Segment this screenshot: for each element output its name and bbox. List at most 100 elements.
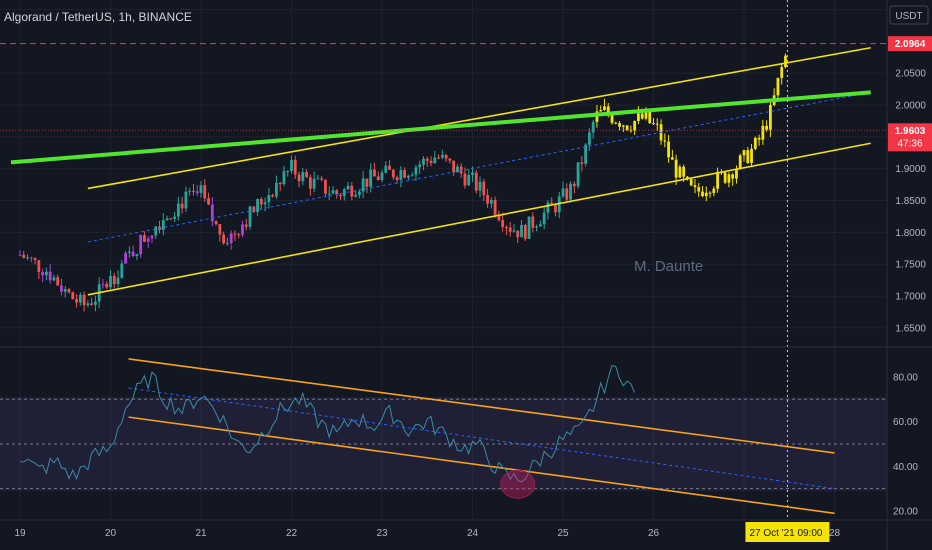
candle-body xyxy=(478,181,482,191)
candle-body xyxy=(768,104,772,130)
candle-body xyxy=(237,234,241,236)
candle-body xyxy=(161,220,165,230)
candle-body xyxy=(259,198,263,205)
candle-body xyxy=(410,174,414,176)
price-tick-label: 1.7500 xyxy=(895,260,926,271)
candle-body xyxy=(501,220,505,228)
candle-body xyxy=(48,271,52,281)
candle-body xyxy=(780,67,784,78)
candle-body xyxy=(297,174,301,182)
candle-body xyxy=(305,172,308,178)
candle-body xyxy=(184,191,188,209)
candle-body xyxy=(716,171,720,189)
currency-label: USDT xyxy=(895,11,922,22)
candle-body xyxy=(143,235,146,242)
candle-body xyxy=(395,177,399,181)
candle-body xyxy=(354,194,358,197)
candle-body xyxy=(320,178,324,180)
alert-price-tag: 2.0964 xyxy=(888,36,932,52)
candle-body xyxy=(301,172,305,182)
last-price-tag: 1.9603 47:36 xyxy=(888,123,932,152)
candle-body xyxy=(584,144,588,164)
candle-body xyxy=(576,162,580,187)
candle-body xyxy=(508,227,512,232)
price-trendlines[interactable] xyxy=(10,46,871,296)
candle-body xyxy=(139,235,143,255)
candle-body xyxy=(312,178,316,189)
candle-body xyxy=(422,158,425,165)
candle-body xyxy=(146,238,150,242)
candle-body xyxy=(82,294,86,306)
candle-body xyxy=(252,206,256,212)
candle-body xyxy=(67,289,71,293)
candle-body xyxy=(150,235,154,239)
candle-body xyxy=(154,226,158,236)
time-axis[interactable]: 19 20 21 22 23 24 25 26 28 xyxy=(14,528,840,539)
green-trendline xyxy=(10,90,871,165)
candle-body xyxy=(678,166,682,178)
candle-body xyxy=(71,292,75,300)
price-tick-label: 1.9000 xyxy=(895,164,926,175)
candle-body xyxy=(127,251,131,253)
time-tick-label: 23 xyxy=(376,528,388,539)
price-tick-label: 1.8500 xyxy=(895,196,926,207)
candle-body xyxy=(286,171,290,173)
candle-body xyxy=(637,113,640,122)
candle-body xyxy=(263,202,267,205)
candle-body xyxy=(218,224,222,235)
rsi-trendlines[interactable] xyxy=(128,358,835,515)
svg-text:2.0964: 2.0964 xyxy=(895,39,926,50)
candle-body xyxy=(41,271,45,276)
candle-body xyxy=(569,183,572,200)
candle-body xyxy=(776,77,780,96)
candle-body xyxy=(765,125,769,130)
channel-lower xyxy=(87,142,871,296)
candle-body xyxy=(293,159,297,175)
candle-body xyxy=(165,218,169,221)
candle-body xyxy=(275,182,278,197)
candle-body xyxy=(101,283,105,285)
watermark: M. Daunte xyxy=(634,258,704,275)
price-axis[interactable]: 1.65001.70001.75001.80001.85001.90001.95… xyxy=(895,69,926,335)
candle-body xyxy=(339,194,342,197)
candle-body xyxy=(335,190,339,195)
candle-body xyxy=(735,168,738,179)
time-tick-label: 28 xyxy=(829,528,841,539)
candle-body xyxy=(120,263,124,278)
candle-body xyxy=(369,169,373,187)
candle-body xyxy=(361,178,365,192)
candle-body xyxy=(686,176,689,180)
candle-body xyxy=(327,193,331,195)
candle-body xyxy=(565,188,569,200)
candle-body xyxy=(655,123,659,125)
candle-body xyxy=(459,166,463,174)
rsi-axis[interactable]: 20.00 40.00 60.00 80.00 xyxy=(893,372,918,517)
candle-body xyxy=(505,227,508,229)
candle-body xyxy=(18,254,22,256)
candle-body xyxy=(94,301,97,305)
candle-body xyxy=(750,148,753,163)
candle-body xyxy=(640,113,644,119)
candle-body xyxy=(418,164,422,168)
candle-body xyxy=(75,299,78,303)
rsi-tick-label: 80.00 xyxy=(893,372,918,383)
candle-body xyxy=(557,196,561,213)
candle-body xyxy=(474,172,478,191)
candle-body xyxy=(271,195,275,197)
candle-body xyxy=(331,190,335,194)
candle-body xyxy=(180,203,184,209)
candle-body xyxy=(26,257,29,259)
candle-body xyxy=(376,176,380,181)
candle-body xyxy=(222,234,226,244)
candle-body xyxy=(384,165,388,173)
candle-body xyxy=(542,212,546,225)
candle-body xyxy=(414,167,418,175)
candle-body xyxy=(225,243,229,245)
candle-body xyxy=(437,157,440,159)
candle-body xyxy=(90,303,94,305)
price-tick-label: 1.6500 xyxy=(895,323,926,334)
time-tick-label: 26 xyxy=(648,528,660,539)
currency-badge[interactable] xyxy=(889,5,929,25)
candle-body xyxy=(708,192,712,194)
